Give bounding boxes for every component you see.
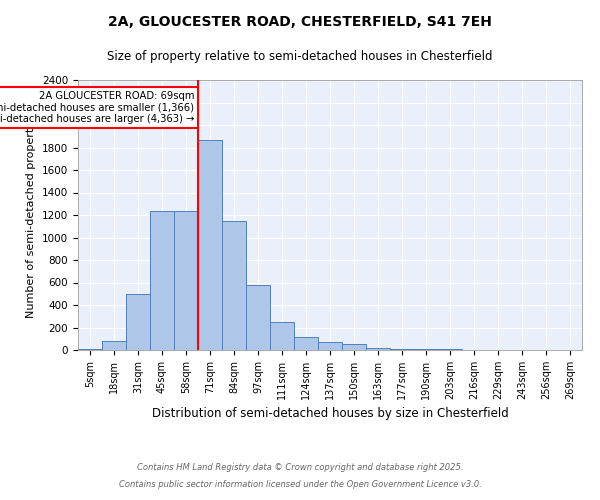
Bar (390, 349, 414, 350)
Bar (366, 348, 390, 350)
Bar (78, 349, 102, 350)
Bar (270, 322, 294, 350)
Text: Contains HM Land Registry data © Crown copyright and database right 2025.: Contains HM Land Registry data © Crown c… (137, 464, 463, 472)
Bar (150, 210, 174, 350)
Text: 2A, GLOUCESTER ROAD, CHESTERFIELD, S41 7EH: 2A, GLOUCESTER ROAD, CHESTERFIELD, S41 7… (108, 15, 492, 29)
Bar (198, 140, 222, 350)
Bar (102, 341, 126, 350)
Bar (294, 336, 318, 350)
Text: Size of property relative to semi-detached houses in Chesterfield: Size of property relative to semi-detach… (107, 50, 493, 63)
Bar (342, 344, 366, 350)
Y-axis label: Number of semi-detached properties: Number of semi-detached properties (26, 112, 37, 318)
Bar (126, 294, 150, 350)
Bar (318, 342, 342, 350)
Bar (246, 286, 270, 350)
Bar (174, 210, 198, 350)
X-axis label: Distribution of semi-detached houses by size in Chesterfield: Distribution of semi-detached houses by … (152, 408, 508, 420)
Bar (222, 220, 246, 350)
Text: Contains public sector information licensed under the Open Government Licence v3: Contains public sector information licen… (119, 480, 481, 489)
Text: 2A GLOUCESTER ROAD: 69sqm
← 23% of semi-detached houses are smaller (1,366)
74% : 2A GLOUCESTER ROAD: 69sqm ← 23% of semi-… (0, 91, 194, 124)
